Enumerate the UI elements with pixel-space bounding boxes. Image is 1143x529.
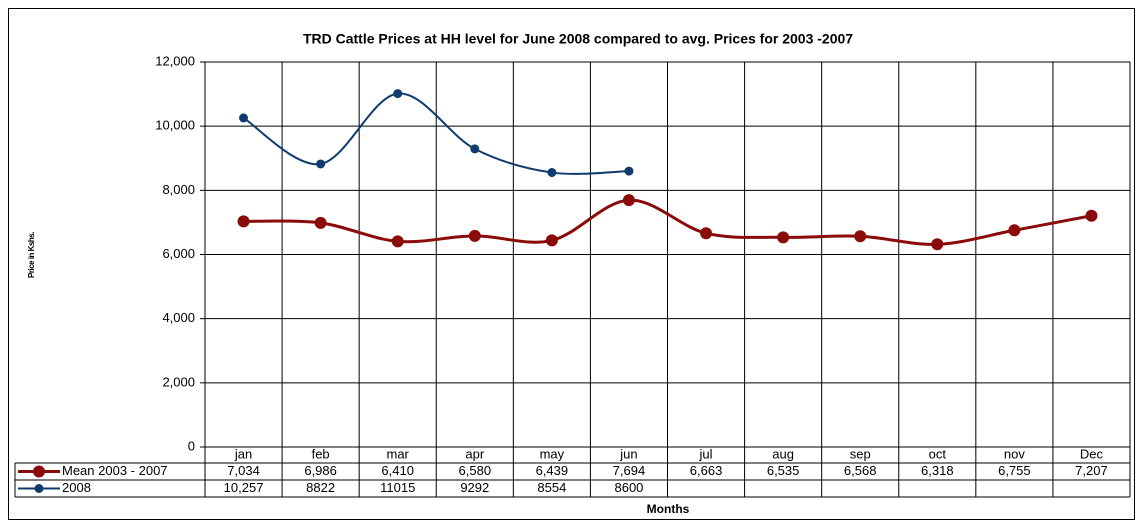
- x-tick-label: aug: [772, 446, 794, 461]
- table-value: 6,568: [844, 463, 877, 478]
- data-point: [468, 229, 481, 242]
- data-point: [622, 194, 635, 207]
- table-value: 6,986: [304, 463, 337, 478]
- x-tick-label: jun: [619, 446, 637, 461]
- y-tick-label: 4,000: [162, 310, 195, 325]
- x-tick-label: Dec: [1080, 446, 1104, 461]
- y-axis-label: Price in Kshs.: [27, 232, 36, 278]
- y-tick-label: 10,000: [155, 118, 195, 133]
- table-value: 6,535: [767, 463, 800, 478]
- data-point: [700, 227, 713, 240]
- data-point: [239, 113, 249, 123]
- y-tick-label: 0: [188, 438, 195, 453]
- data-point: [314, 216, 327, 229]
- data-point: [624, 166, 634, 176]
- table-value: 10,257: [224, 480, 264, 495]
- table-value: 8554: [537, 480, 566, 495]
- legend-marker: [33, 465, 45, 478]
- table-value: 7,694: [613, 463, 646, 478]
- data-point: [470, 144, 480, 154]
- table-value: 8822: [306, 480, 335, 495]
- y-tick-label: 12,000: [155, 53, 195, 68]
- data-point: [391, 235, 404, 248]
- x-tick-label: sep: [850, 446, 871, 461]
- x-tick-label: may: [540, 446, 565, 461]
- legend-marker: [34, 484, 44, 493]
- table-value: 6,410: [381, 463, 414, 478]
- x-tick-label: mar: [387, 446, 410, 461]
- table-value: 7,207: [1075, 463, 1108, 478]
- legend-label: 2008: [62, 480, 91, 495]
- x-tick-label: apr: [465, 446, 484, 461]
- data-point: [777, 231, 790, 244]
- table-value: 6,663: [690, 463, 723, 478]
- x-axis-label: Months: [647, 502, 690, 516]
- legend-label: Mean 2003 - 2007: [62, 463, 168, 478]
- table-value: 9292: [460, 480, 489, 495]
- y-tick-label: 6,000: [162, 246, 195, 261]
- data-point: [1085, 209, 1098, 222]
- table-value: 6,580: [459, 463, 492, 478]
- table-value: 8600: [614, 480, 643, 495]
- data-point: [931, 238, 944, 251]
- data-point: [316, 159, 326, 169]
- table-value: 6,318: [921, 463, 954, 478]
- data-point: [237, 215, 250, 228]
- chart-border: [8, 8, 1135, 520]
- table-value: 11015: [380, 480, 415, 495]
- y-tick-label: 2,000: [162, 374, 195, 389]
- x-tick-label: oct: [929, 446, 947, 461]
- y-tick-label: 8,000: [162, 182, 195, 197]
- table-value: 6,439: [536, 463, 569, 478]
- x-tick-label: jan: [234, 446, 252, 461]
- data-point: [1008, 224, 1021, 237]
- chart-title: TRD Cattle Prices at HH level for June 2…: [303, 31, 853, 47]
- data-point: [854, 230, 867, 243]
- data-point: [393, 89, 403, 99]
- x-tick-label: nov: [1004, 446, 1025, 461]
- data-point: [547, 168, 557, 178]
- data-point: [545, 234, 558, 247]
- table-value: 6,755: [998, 463, 1031, 478]
- table-value: 7,034: [227, 463, 260, 478]
- x-tick-label: jul: [699, 446, 713, 461]
- x-tick-label: feb: [312, 446, 330, 461]
